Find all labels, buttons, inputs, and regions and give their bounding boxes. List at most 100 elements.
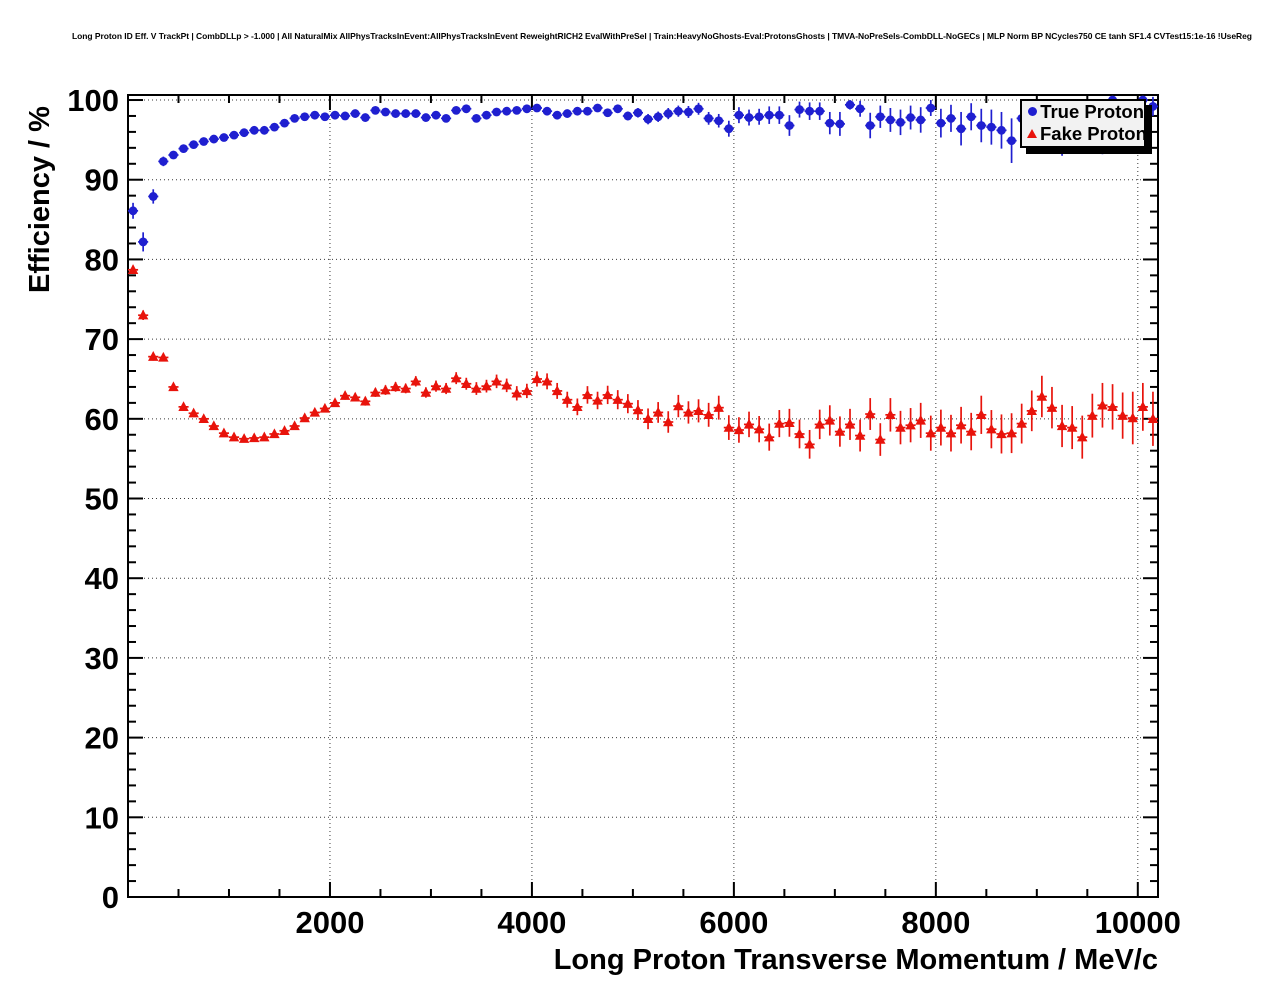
data-point-fake-proton [905, 419, 916, 430]
data-point-fake-proton [249, 432, 260, 443]
data-point-true-proton [360, 113, 370, 122]
data-point-fake-proton [804, 438, 815, 449]
data-point-true-proton [381, 107, 390, 117]
data-point-true-proton [613, 104, 623, 114]
data-point-true-proton [623, 111, 633, 121]
data-point-true-proton [764, 110, 774, 120]
data-point-fake-proton [612, 394, 623, 404]
data-point-fake-proton [875, 433, 886, 444]
data-point-true-proton [421, 113, 431, 122]
data-point-fake-proton [531, 373, 543, 384]
data-point-fake-proton [1087, 410, 1098, 420]
data-point-fake-proton [632, 404, 644, 415]
data-point-true-proton [653, 112, 663, 122]
y-tick-label: 30 [85, 641, 119, 676]
data-point-true-proton [219, 133, 229, 142]
data-point-true-proton [249, 125, 259, 135]
data-point-true-proton [290, 113, 300, 123]
data-point-true-proton [896, 117, 905, 127]
data-point-fake-proton [572, 401, 583, 412]
data-point-true-proton [350, 109, 360, 118]
data-point-fake-proton [440, 382, 452, 393]
x-tick-label: 2000 [295, 905, 364, 940]
data-point-fake-proton [1137, 401, 1149, 412]
x-axis-title: Long Proton Transverse Momentum / MeV/c [553, 944, 1158, 976]
data-point-true-proton [855, 104, 865, 114]
data-point-true-proton [169, 150, 178, 160]
data-point-fake-proton [693, 405, 704, 416]
data-point-true-proton [371, 105, 380, 115]
data-point-true-proton [744, 113, 754, 122]
true-proton-circle-marker-icon [1027, 103, 1037, 121]
data-point-fake-proton [976, 409, 987, 420]
data-point-true-proton [229, 130, 239, 140]
data-point-fake-proton [1117, 410, 1128, 420]
data-point-true-proton [411, 109, 421, 118]
data-point-fake-proton [269, 428, 280, 439]
data-point-fake-proton [996, 428, 1007, 439]
data-point-true-proton [270, 122, 279, 132]
data-point-fake-proton [753, 423, 765, 434]
data-point-fake-proton [1006, 427, 1017, 438]
data-point-fake-proton [885, 409, 896, 420]
y-tick-label: 40 [85, 561, 119, 596]
data-point-true-proton [522, 104, 532, 114]
data-point-fake-proton [713, 402, 724, 412]
data-point-true-proton [734, 110, 744, 120]
data-point-true-proton [451, 105, 461, 115]
data-point-true-proton [714, 116, 724, 126]
data-point-true-proton [986, 122, 996, 132]
data-point-fake-proton [925, 427, 936, 438]
data-point-true-proton [916, 115, 926, 125]
data-point-fake-proton [148, 351, 159, 361]
data-point-true-proton [795, 105, 804, 114]
data-point-true-proton [583, 106, 592, 116]
data-point-true-proton [492, 107, 501, 117]
data-point-fake-proton [592, 394, 603, 405]
data-point-fake-proton [551, 385, 563, 396]
data-point-true-proton [875, 112, 885, 122]
data-point-fake-proton [158, 351, 169, 362]
data-point-true-proton [774, 110, 784, 120]
data-point-fake-proton [784, 417, 795, 427]
data-point-true-proton [330, 110, 340, 120]
data-point-fake-proton [400, 382, 411, 393]
x-tick-label: 6000 [699, 905, 768, 940]
data-point-true-proton [502, 106, 512, 116]
data-point-true-proton [391, 109, 400, 118]
data-point-fake-proton [430, 380, 442, 391]
data-point-fake-proton [854, 429, 866, 440]
data-point-true-proton [209, 134, 219, 144]
y-tick-label: 50 [85, 482, 119, 517]
data-point-fake-proton [895, 421, 906, 432]
data-point-true-proton [603, 108, 613, 118]
data-point-true-proton [633, 108, 643, 118]
data-point-fake-proton [663, 416, 674, 427]
data-point-true-proton [835, 119, 845, 129]
y-tick-label: 10 [85, 800, 119, 835]
legend-entry-fake-proton: Fake Proton [1022, 123, 1147, 145]
x-tick-label: 10000 [1095, 905, 1181, 940]
data-point-fake-proton [935, 421, 947, 432]
data-point-true-proton [643, 114, 653, 124]
data-point-fake-proton [238, 433, 250, 443]
data-point-true-proton [865, 121, 875, 130]
data-point-true-proton [552, 110, 562, 120]
data-point-fake-proton [521, 385, 533, 396]
data-point-fake-proton [955, 419, 967, 430]
data-point-fake-proton [733, 424, 745, 435]
y-tick-label: 70 [85, 322, 119, 357]
data-point-true-proton [532, 103, 542, 113]
y-tick-label: 60 [85, 402, 119, 437]
data-point-fake-proton [582, 389, 593, 400]
data-point-fake-proton [350, 391, 361, 402]
legend-label: True Proton [1040, 101, 1144, 122]
data-point-true-proton [542, 106, 552, 116]
data-point-true-proton [340, 111, 350, 121]
data-point-fake-proton [309, 406, 321, 417]
data-point-fake-proton [794, 428, 805, 439]
data-point-fake-proton [491, 375, 502, 386]
data-point-fake-proton [168, 381, 179, 392]
data-point-true-proton [512, 105, 522, 115]
data-point-fake-proton [1036, 390, 1048, 401]
